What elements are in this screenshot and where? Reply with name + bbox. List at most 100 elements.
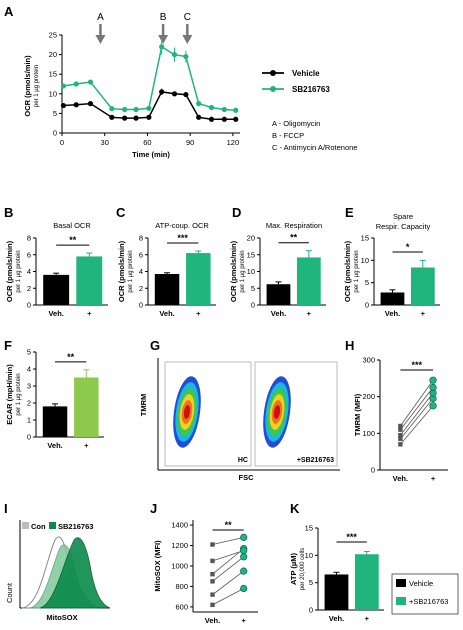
panel-A-ylabel: OCR (pmols/min) xyxy=(23,55,32,117)
panel-G: G TMRM FSC HC +SB216763 xyxy=(139,338,340,482)
panel-D-x-tick-label: Veh. xyxy=(271,309,286,318)
panel-H-pair-line xyxy=(400,379,434,427)
series-point-1 xyxy=(221,106,227,113)
panel-A-x-tick-label: 0 xyxy=(60,138,64,147)
series-point-1 xyxy=(171,52,178,58)
panel-E-sig-label: * xyxy=(406,242,410,252)
panel-H-x-tick-label: + xyxy=(431,474,436,483)
panel-J-pair-line xyxy=(212,556,244,582)
panel-A-x-tick-label: 60 xyxy=(143,138,151,147)
panel-C-y-tick-label: 8 xyxy=(139,234,143,243)
panel-J-x-tick-label: Veh. xyxy=(205,616,220,625)
panel-D-ylabel-sub: per 1 µg protein xyxy=(240,250,246,292)
panel-J-drug-point xyxy=(240,547,248,555)
panel-J-y-tick-label: 1400 xyxy=(171,521,188,530)
panel-K-y-tick-label: 10 xyxy=(305,551,313,560)
panel-J-pair-line xyxy=(212,588,244,606)
legend-drug-swatch xyxy=(396,597,406,605)
panel-H-x-tick-label: Veh. xyxy=(393,474,408,483)
series-point-0 xyxy=(133,115,139,121)
panel-C-sig-label: *** xyxy=(177,233,188,243)
panel-D-y-tick-label: 0 xyxy=(251,301,255,310)
panel-J-veh-point xyxy=(210,592,215,597)
injection-arrow-head xyxy=(158,35,169,44)
flow-density-contour xyxy=(273,405,281,419)
panel-J-veh-point xyxy=(210,602,215,608)
series-point-1 xyxy=(122,106,128,113)
panel-E-bar xyxy=(410,267,435,305)
panel-E-ylabel: OCR (pmols/min) xyxy=(343,240,352,302)
panel-K-y-tick-label: 5 xyxy=(309,578,313,587)
panel-B-y-tick-label: 0 xyxy=(27,301,31,310)
panel-F-bar xyxy=(74,377,99,437)
legend-label: Vehicle xyxy=(292,69,320,78)
panel-J-veh-point xyxy=(210,542,215,547)
panel-I-label: I xyxy=(4,501,8,516)
series-point-1 xyxy=(183,53,189,60)
injection-label: C xyxy=(184,12,191,23)
panel-J-drug-point xyxy=(240,553,248,561)
panel-H-veh-point xyxy=(398,427,403,432)
series-point-0 xyxy=(233,116,239,122)
panel-E-x-tick-label: + xyxy=(421,309,426,318)
panel-J-pair-line xyxy=(212,548,244,575)
flow-density-contour xyxy=(183,405,191,419)
panel-C-ylabel: OCR (pmols/min) xyxy=(117,240,126,302)
panel-A-legend: Vehicle SB216763 xyxy=(262,69,330,94)
injection-label: B xyxy=(160,12,167,23)
series-point-0 xyxy=(73,102,79,108)
panel-B-label: B xyxy=(4,205,13,220)
panel-A-label: A xyxy=(4,4,14,19)
panel-D-y-tick-label: 15 xyxy=(247,250,255,259)
panel-C-y-tick-label: 4 xyxy=(139,267,143,276)
panel-J-ylabel: MitoSOX (MFI) xyxy=(153,540,162,592)
panel-I-ylabel: Count xyxy=(5,582,14,603)
panel-C: C ATP-coup. OCR 0 2 4 6 8 OCR (pmols/min) per 1 … xyxy=(116,205,216,318)
panel-D-label: D xyxy=(232,205,241,220)
panel-J-veh-point xyxy=(210,579,215,584)
panel-H-drug-point xyxy=(429,402,437,410)
panel-B-x-tick-label: Veh. xyxy=(48,309,63,318)
panel-K-bar xyxy=(324,574,349,610)
panel-F-y-tick-label: 1 xyxy=(27,416,31,425)
injection-label: A xyxy=(97,12,104,23)
panel-F-sig-label: ** xyxy=(67,352,75,362)
panel-D-bar xyxy=(266,284,291,305)
panel-K: K 0 5 10 15 ATP (µM) per 20,000 cells Veh. + *** xyxy=(289,501,384,623)
panel-C-ylabel-sub: per 1 µg protein xyxy=(128,250,134,292)
panel-C-title: ATP-coup. OCR xyxy=(155,221,209,230)
legend-box xyxy=(391,573,459,615)
panel-A-x-tick-label: 30 xyxy=(101,138,109,147)
panel-H-drug-point xyxy=(429,376,437,384)
panel-J-y-tick-label: 600 xyxy=(175,602,188,611)
series-point-0 xyxy=(109,114,115,120)
panel-E-y-tick-label: 5 xyxy=(365,278,369,287)
injection-arrow-head xyxy=(95,35,106,44)
panel-A-x-tick-label: 120 xyxy=(227,138,240,147)
panel-C-y-tick-label: 2 xyxy=(139,284,143,293)
panel-F-x-tick-label: + xyxy=(84,441,89,450)
panel-J-drug-point xyxy=(240,567,248,575)
panel-A: A 0 5 10 15 20 25 0 30 60 90 120 Time (min) OCR (pmol… xyxy=(4,4,357,159)
panel-H-y-tick-label: 300 xyxy=(362,356,375,365)
panel-A-x-tick-label: 90 xyxy=(186,138,194,147)
panel-E-y-tick-label: 10 xyxy=(361,256,369,265)
panel-H-pair-line xyxy=(400,398,434,440)
panel-F-label: F xyxy=(4,338,12,353)
panel-J-veh-point xyxy=(210,571,215,577)
panel-A-y-tick-label: 15 xyxy=(49,70,57,79)
panel-F-ylabel: ECAR (mpH/min) xyxy=(5,364,14,425)
panel-K-label: K xyxy=(290,501,300,516)
panel-C-x-tick-label: Veh. xyxy=(159,309,174,318)
series-point-0 xyxy=(87,101,94,107)
panel-H-pair-line xyxy=(400,387,434,430)
panel-H-ylabel: TMRM (MFI) xyxy=(353,393,362,436)
series-point-1 xyxy=(208,104,215,111)
series-point-1 xyxy=(196,101,202,107)
panel-D: D Max. Respiration 0 5 10 15 20 OCR (pmols/min)… xyxy=(229,205,326,318)
panel-F-bar xyxy=(42,406,68,437)
panel-I: I Count MitoSOX Con SB216763 xyxy=(4,501,111,622)
panel-E-title: Spare xyxy=(393,212,413,221)
